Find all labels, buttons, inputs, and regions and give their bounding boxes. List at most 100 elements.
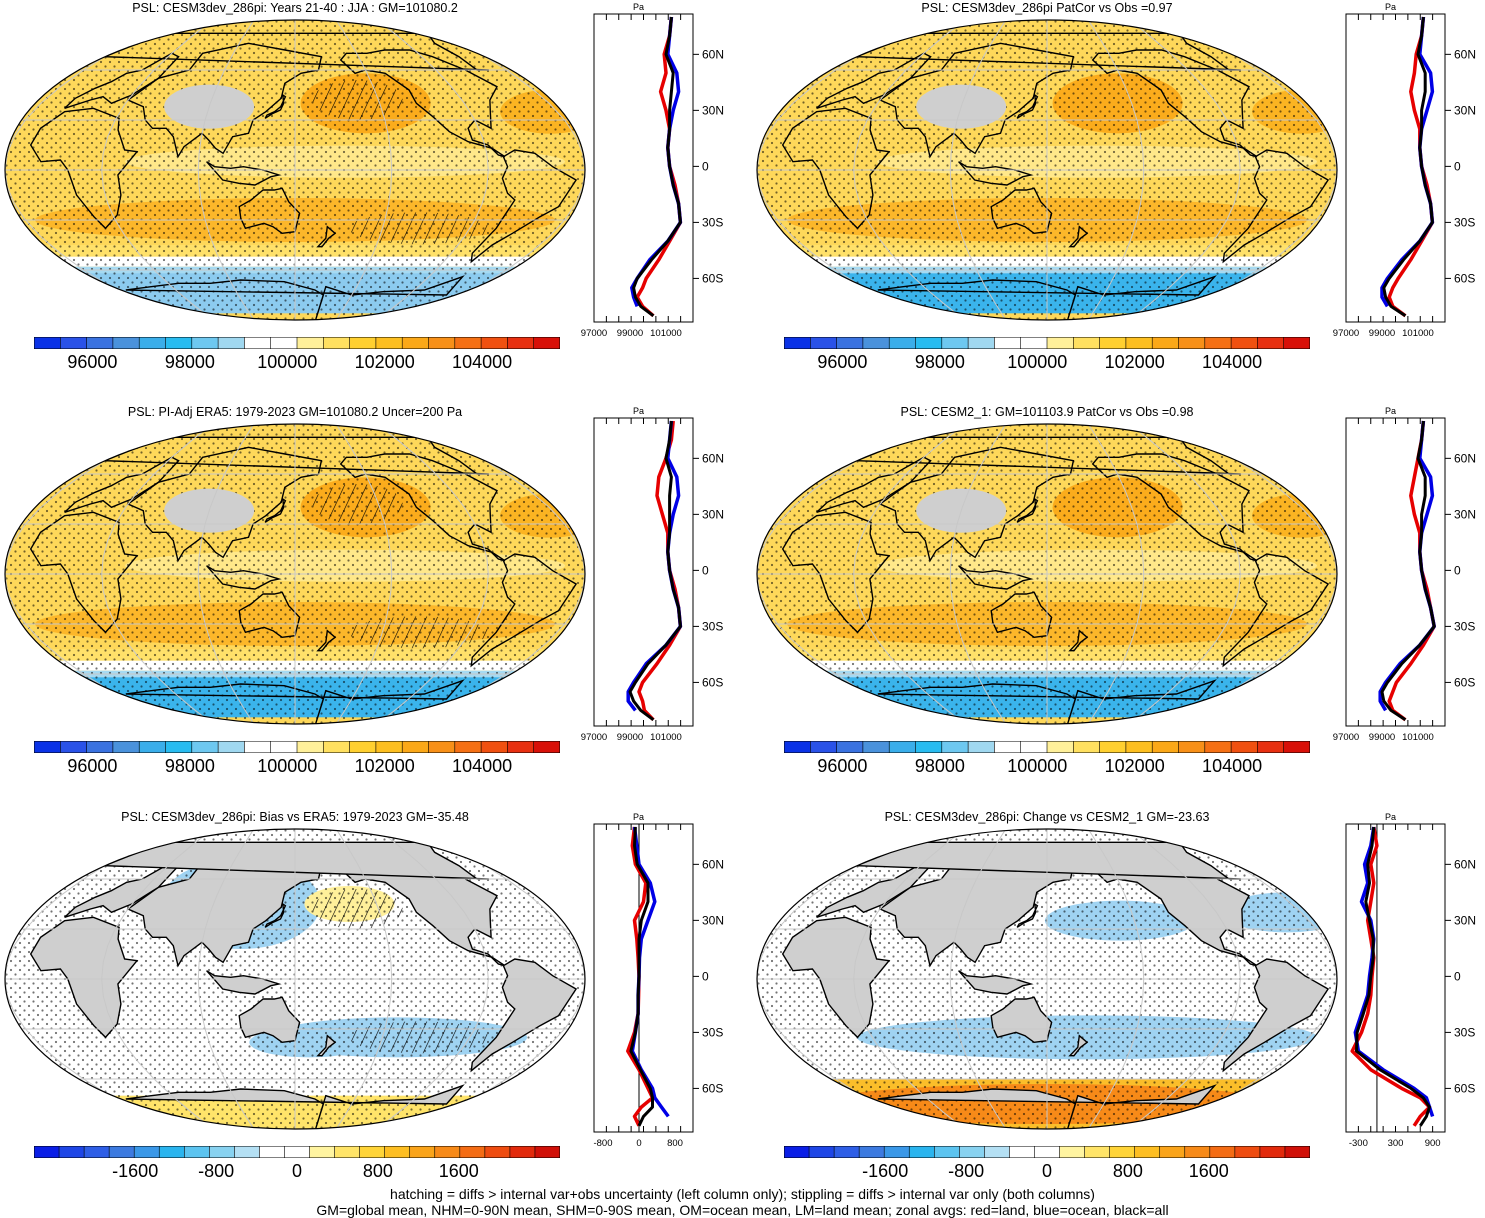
colorbar-segment xyxy=(1284,1146,1310,1158)
meridian xyxy=(335,424,393,724)
panel-title-4: PSL: CESM2_1: GM=101103.9 PatCor vs Obs … xyxy=(900,405,1194,419)
colorbar-segment xyxy=(862,741,890,753)
zonal-mean-plot-2: Pa 60N 30N 0 30S 60S 97000 99000 101000 xyxy=(1333,2,1476,339)
zonal-x-label: 101000 xyxy=(1402,732,1434,743)
footnote-line-1: hatching = diffs > internal var+obs unce… xyxy=(390,1186,1095,1202)
colorbar-segment xyxy=(59,337,88,349)
coastline-indonesia xyxy=(206,970,282,995)
zonal-series-all xyxy=(629,826,654,1127)
colorbar-tick: 102000 xyxy=(354,352,415,372)
colorbar-segment xyxy=(296,741,324,753)
coastline-japan xyxy=(1016,902,1039,928)
coastline-asia xyxy=(878,42,1075,159)
coastline-asia xyxy=(126,851,323,968)
graticule xyxy=(5,424,585,724)
colorbar-segment xyxy=(484,1146,511,1158)
map-panel-4 xyxy=(756,423,1338,725)
colorbar-segment xyxy=(86,741,114,753)
zonal-lat-label: 0 xyxy=(1454,563,1461,577)
colorbar-segment xyxy=(984,1146,1011,1158)
zonal-lat-label: 0 xyxy=(702,159,709,173)
land-greenland xyxy=(104,842,489,879)
map-field xyxy=(5,20,585,320)
colorbar-segment xyxy=(191,337,219,349)
colorbar-5 xyxy=(34,1146,560,1158)
zonal-series-all xyxy=(632,16,682,318)
colorbar-segment xyxy=(836,337,864,349)
coastline-europe xyxy=(64,456,180,513)
colorbar-segment xyxy=(1257,741,1285,753)
colorbar-tick: 0 xyxy=(1041,1161,1053,1181)
coastline-japan xyxy=(264,497,287,523)
zonal-unit-label: Pa xyxy=(633,2,644,12)
colorbar-segment xyxy=(284,1146,311,1158)
map-field xyxy=(5,424,585,724)
colorbar-segment xyxy=(108,1146,135,1158)
colorbar-segment xyxy=(1109,1146,1136,1158)
zonal-x-label: 99000 xyxy=(1369,328,1395,339)
colorbar-segment xyxy=(259,1146,286,1158)
colorbar-2 xyxy=(784,337,1310,349)
meridian xyxy=(853,829,966,1129)
colorbar-segment xyxy=(883,1146,910,1158)
colorbar-segment xyxy=(1072,741,1101,753)
colorbar-segment xyxy=(959,1146,985,1158)
zonal-x-label: 99000 xyxy=(617,732,643,743)
meridian xyxy=(1170,20,1337,320)
zonal-lat-label: 60S xyxy=(702,675,723,689)
meridian xyxy=(949,424,1007,724)
coastline-asia xyxy=(126,42,323,159)
colorbar-segment xyxy=(784,1146,810,1158)
footnote-line-2: GM=global mean, NHM=0-90N mean, SHM=0-90… xyxy=(316,1202,1169,1218)
zonal-lat-label: 60N xyxy=(1454,47,1476,61)
meridian xyxy=(335,829,393,1129)
meridian xyxy=(101,829,214,1129)
colorbar-tick: 104000 xyxy=(1202,756,1263,776)
colorbar-segment xyxy=(1151,337,1180,349)
colorbar-segment xyxy=(1257,337,1285,349)
meridian xyxy=(376,20,489,320)
coastline-samerica xyxy=(470,553,578,668)
colorbar-tick: 96000 xyxy=(67,352,118,372)
zonal-lat-label: 30S xyxy=(1454,215,1475,229)
colorbar-segment xyxy=(34,337,61,349)
zonal-lat-label: 60S xyxy=(1454,271,1475,285)
colorbar-segment xyxy=(1283,337,1310,349)
land-antarctica xyxy=(125,1085,463,1129)
meridian xyxy=(1087,829,1145,1129)
zonal-axes-box xyxy=(593,13,694,323)
zonal-x-label: 800 xyxy=(667,1138,683,1149)
colorbar-tick: 96000 xyxy=(817,352,868,372)
colorbar-segment xyxy=(1230,741,1259,753)
colorbar-tick: 96000 xyxy=(817,756,868,776)
colorbar-tick: -800 xyxy=(948,1161,985,1181)
meridian xyxy=(5,424,172,724)
colorbar-6 xyxy=(784,1146,1310,1158)
colorbar-tick: 104000 xyxy=(452,756,513,776)
zonal-mean-plot-5: Pa 60N 30N 0 30S 60S -800 0 800 xyxy=(593,812,724,1149)
colorbar-segment xyxy=(1178,741,1206,753)
colorbar-tick: 102000 xyxy=(354,756,415,776)
zonal-lat-label: 30S xyxy=(1454,619,1475,633)
zonal-x-label: 97000 xyxy=(581,328,607,339)
colorbar-tick: 102000 xyxy=(1104,756,1165,776)
colorbar-segment xyxy=(534,1146,560,1158)
meridian xyxy=(853,20,966,320)
colorbar-segment xyxy=(1046,337,1074,349)
panel-title-5: PSL: CESM3dev_286pi: Bias vs ERA5: 1979-… xyxy=(121,810,469,824)
colorbar-labels-6: -1600 -800 0 800 1600 xyxy=(784,1161,1310,1183)
colorbar-tick: 98000 xyxy=(164,756,215,776)
zonal-lat-label: 60S xyxy=(702,1081,723,1095)
zonal-series-land xyxy=(637,420,683,722)
land-europe xyxy=(64,862,179,918)
panel-title-3: PSL: PI-Adj ERA5: 1979-2023 GM=101080.2 … xyxy=(127,405,463,419)
panel-title-6: PSL: CESM3dev_286pi: Change vs CESM2_1 G… xyxy=(884,810,1210,824)
zonal-lat-label: 30S xyxy=(702,619,723,633)
hatching-npacific xyxy=(312,889,403,929)
colorbar-segment xyxy=(1125,337,1153,349)
colorbar-segment xyxy=(83,1146,110,1158)
meridian xyxy=(1128,829,1241,1129)
meridian xyxy=(949,829,1007,1129)
colorbar-segment xyxy=(401,741,430,753)
colorbar-segment xyxy=(165,337,193,349)
